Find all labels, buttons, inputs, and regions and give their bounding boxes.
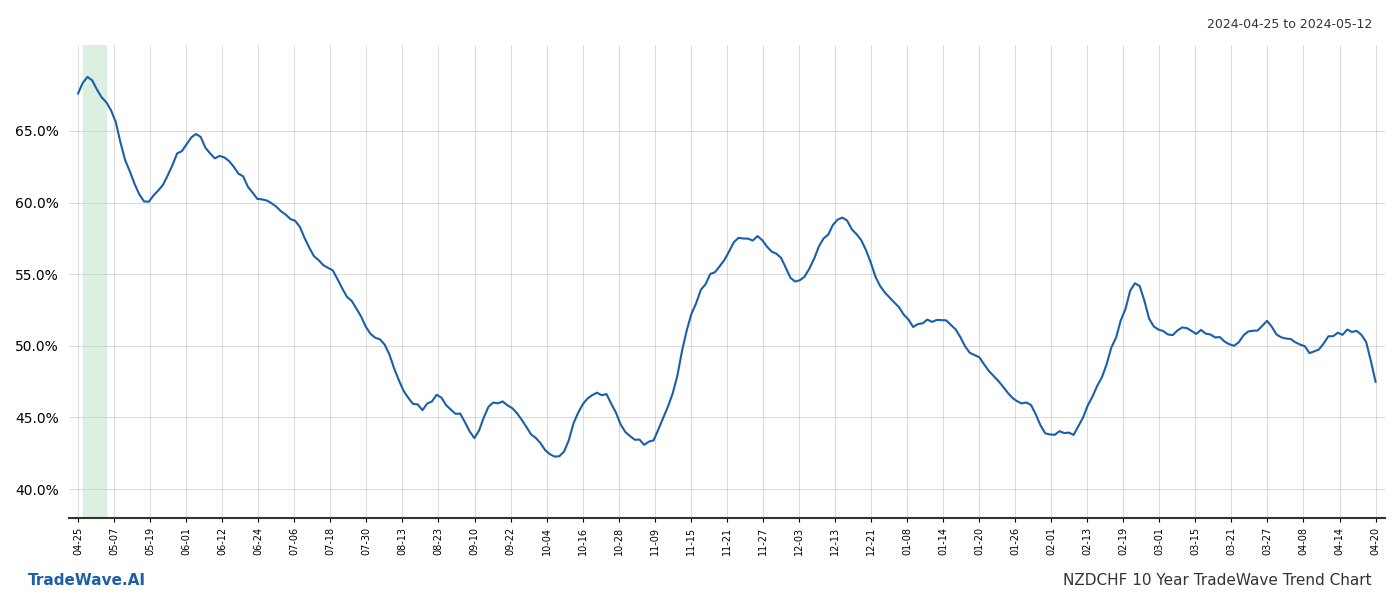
Text: TradeWave.AI: TradeWave.AI [28, 573, 146, 588]
Text: NZDCHF 10 Year TradeWave Trend Chart: NZDCHF 10 Year TradeWave Trend Chart [1064, 573, 1372, 588]
Text: 2024-04-25 to 2024-05-12: 2024-04-25 to 2024-05-12 [1207, 18, 1372, 31]
Bar [83, 45, 106, 518]
